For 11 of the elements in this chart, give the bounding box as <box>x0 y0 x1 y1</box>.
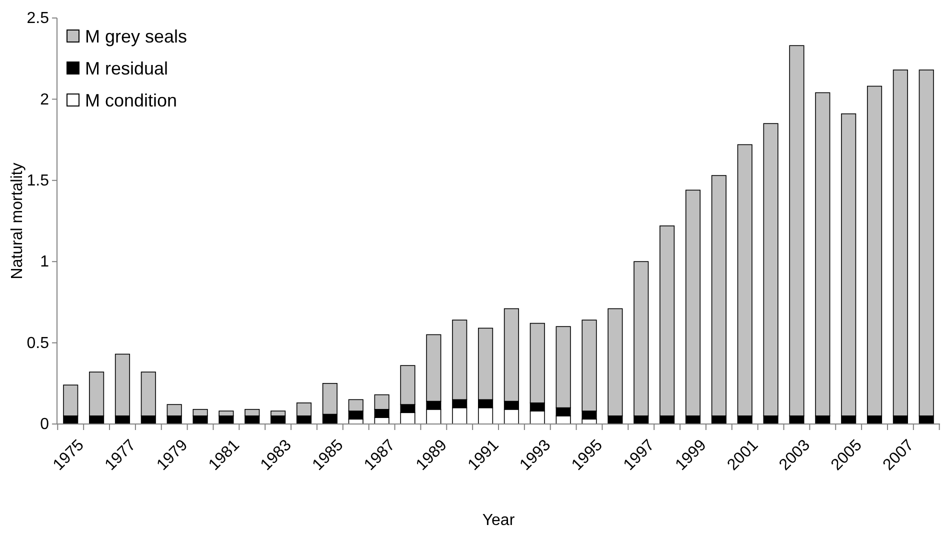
legend-label: M condition <box>85 90 178 110</box>
legend-label: M residual <box>85 58 168 78</box>
legend-label: M grey seals <box>85 26 188 46</box>
y-tick-label: 0 <box>40 416 50 434</box>
y-tick-label: 2 <box>40 91 50 108</box>
y-axis-title: Natural mortality <box>9 162 26 280</box>
y-tick-label: 2.5 <box>26 10 50 28</box>
y-tick-label: 1.5 <box>26 172 50 190</box>
x-axis-title: Year <box>482 512 516 529</box>
y-tick-label: 1 <box>40 254 50 271</box>
y-tick-label: 0.5 <box>26 334 50 352</box>
